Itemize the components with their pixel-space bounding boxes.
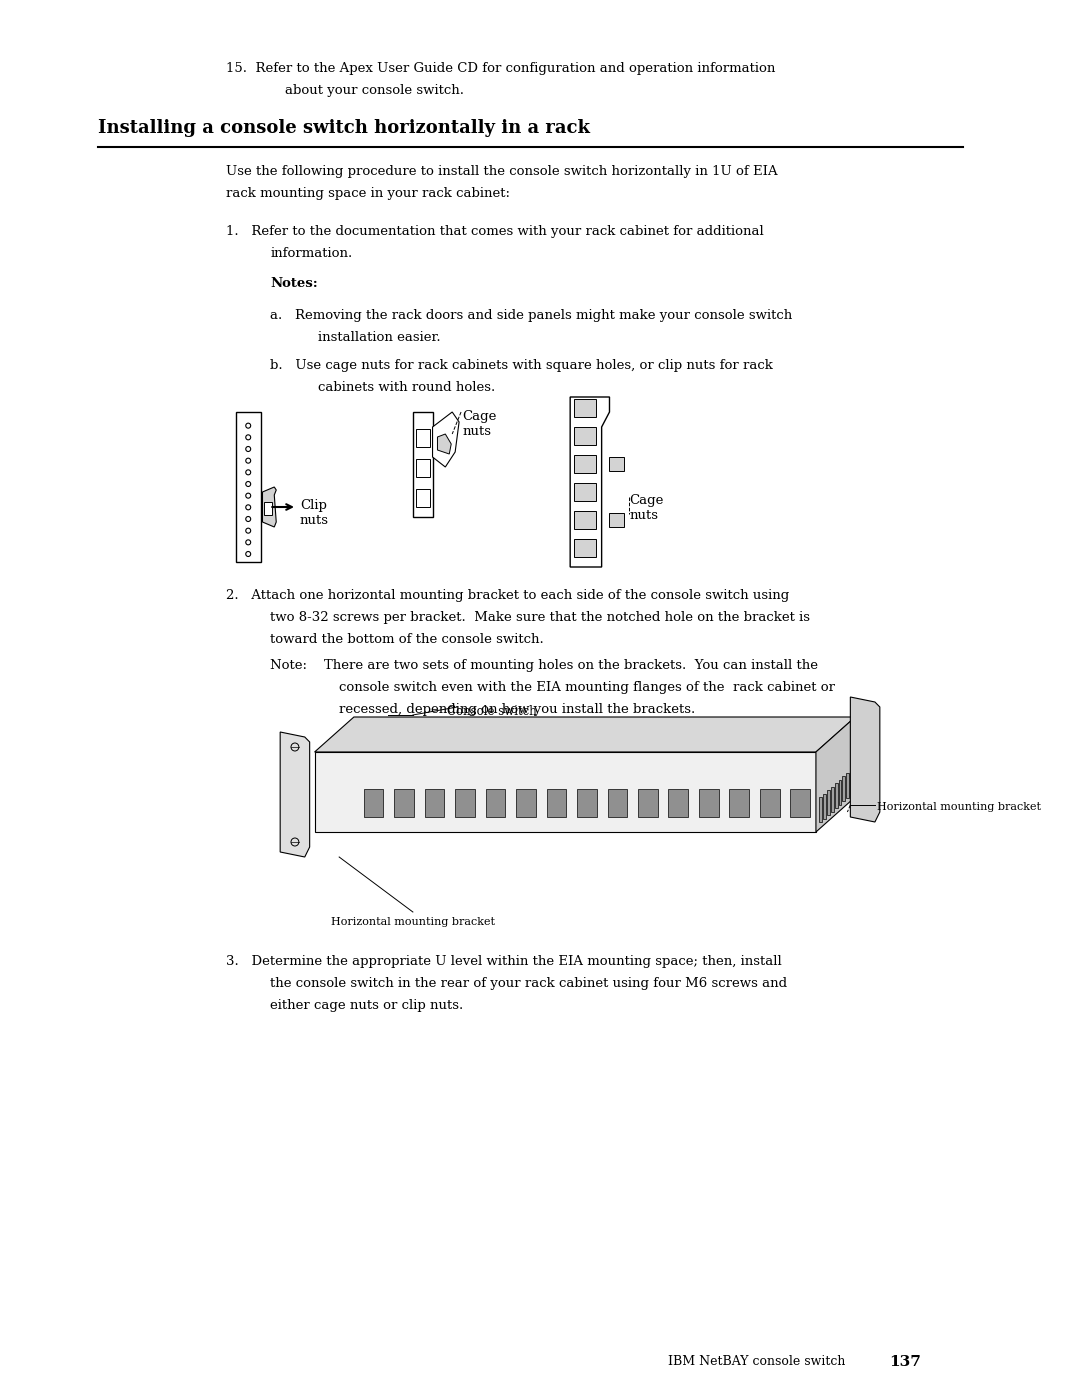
Text: 1.   Refer to the documentation that comes with your rack cabinet for additional: 1. Refer to the documentation that comes… bbox=[226, 225, 764, 237]
Polygon shape bbox=[314, 752, 815, 833]
FancyBboxPatch shape bbox=[424, 789, 444, 817]
FancyBboxPatch shape bbox=[608, 789, 627, 817]
FancyBboxPatch shape bbox=[575, 483, 596, 502]
Text: 2.   Attach one horizontal mounting bracket to each side of the console switch u: 2. Attach one horizontal mounting bracke… bbox=[226, 590, 789, 602]
Text: rack mounting space in your rack cabinet:: rack mounting space in your rack cabinet… bbox=[226, 187, 510, 200]
FancyBboxPatch shape bbox=[831, 787, 834, 812]
FancyBboxPatch shape bbox=[575, 511, 596, 529]
FancyBboxPatch shape bbox=[416, 489, 430, 507]
FancyBboxPatch shape bbox=[577, 789, 597, 817]
Text: about your console switch.: about your console switch. bbox=[285, 84, 464, 96]
Text: 3.   Determine the appropriate U level within the EIA mounting space; then, inst: 3. Determine the appropriate U level wit… bbox=[226, 956, 782, 968]
Text: 137: 137 bbox=[890, 1355, 921, 1369]
FancyBboxPatch shape bbox=[575, 539, 596, 557]
FancyBboxPatch shape bbox=[669, 789, 688, 817]
FancyBboxPatch shape bbox=[413, 412, 433, 517]
Text: console switch even with the EIA mounting flanges of the  rack cabinet or: console switch even with the EIA mountin… bbox=[339, 680, 835, 694]
FancyBboxPatch shape bbox=[364, 789, 383, 817]
FancyBboxPatch shape bbox=[486, 789, 505, 817]
FancyBboxPatch shape bbox=[729, 789, 750, 817]
Polygon shape bbox=[437, 434, 451, 454]
Text: cabinets with round holes.: cabinets with round holes. bbox=[318, 381, 495, 394]
Text: Cage
nuts: Cage nuts bbox=[462, 409, 497, 439]
Text: Cage
nuts: Cage nuts bbox=[630, 495, 663, 522]
Text: 15.  Refer to the Apex User Guide CD for configuration and operation information: 15. Refer to the Apex User Guide CD for … bbox=[226, 61, 775, 75]
FancyBboxPatch shape bbox=[791, 789, 810, 817]
FancyBboxPatch shape bbox=[235, 412, 260, 562]
FancyBboxPatch shape bbox=[575, 455, 596, 474]
FancyBboxPatch shape bbox=[416, 429, 430, 447]
Text: toward the bottom of the console switch.: toward the bottom of the console switch. bbox=[270, 633, 544, 645]
FancyBboxPatch shape bbox=[847, 773, 849, 798]
FancyBboxPatch shape bbox=[838, 780, 841, 805]
Text: either cage nuts or clip nuts.: either cage nuts or clip nuts. bbox=[270, 999, 463, 1011]
Text: two 8-32 screws per bracket.  Make sure that the notched hole on the bracket is: two 8-32 screws per bracket. Make sure t… bbox=[270, 610, 810, 624]
FancyBboxPatch shape bbox=[842, 775, 846, 800]
Text: recessed, depending on how you install the brackets.: recessed, depending on how you install t… bbox=[339, 703, 696, 717]
FancyBboxPatch shape bbox=[416, 460, 430, 476]
FancyBboxPatch shape bbox=[827, 789, 829, 814]
Polygon shape bbox=[570, 397, 609, 567]
FancyBboxPatch shape bbox=[394, 789, 414, 817]
FancyBboxPatch shape bbox=[575, 400, 596, 416]
Polygon shape bbox=[433, 412, 459, 467]
Text: Clip
nuts: Clip nuts bbox=[300, 499, 328, 527]
Text: Horizontal mounting bracket: Horizontal mounting bracket bbox=[877, 802, 1041, 812]
Polygon shape bbox=[314, 717, 855, 752]
FancyBboxPatch shape bbox=[835, 782, 838, 807]
Text: Installing a console switch horizontally in a rack: Installing a console switch horizontally… bbox=[98, 119, 591, 137]
Polygon shape bbox=[280, 732, 310, 856]
FancyBboxPatch shape bbox=[265, 502, 272, 515]
FancyBboxPatch shape bbox=[516, 789, 536, 817]
Text: Use the following procedure to install the console switch horizontally in 1U of : Use the following procedure to install t… bbox=[226, 165, 778, 177]
Text: information.: information. bbox=[270, 247, 352, 260]
FancyBboxPatch shape bbox=[609, 513, 624, 527]
Text: IBM NetBAY console switch: IBM NetBAY console switch bbox=[669, 1355, 846, 1368]
FancyBboxPatch shape bbox=[638, 789, 658, 817]
FancyBboxPatch shape bbox=[455, 789, 475, 817]
Polygon shape bbox=[815, 717, 855, 833]
Polygon shape bbox=[262, 488, 276, 527]
Text: Notes:: Notes: bbox=[270, 277, 319, 291]
FancyBboxPatch shape bbox=[575, 427, 596, 446]
Text: Console switch: Console switch bbox=[447, 705, 537, 718]
Text: b.   Use cage nuts for rack cabinets with square holes, or clip nuts for rack: b. Use cage nuts for rack cabinets with … bbox=[270, 359, 773, 372]
FancyBboxPatch shape bbox=[823, 793, 826, 819]
FancyBboxPatch shape bbox=[546, 789, 566, 817]
Text: a.   Removing the rack doors and side panels might make your console switch: a. Removing the rack doors and side pane… bbox=[270, 309, 793, 321]
Text: the console switch in the rear of your rack cabinet using four M6 screws and: the console switch in the rear of your r… bbox=[270, 977, 787, 990]
FancyBboxPatch shape bbox=[760, 789, 780, 817]
Text: Note:    There are two sets of mounting holes on the brackets.  You can install : Note: There are two sets of mounting hol… bbox=[270, 659, 819, 672]
FancyBboxPatch shape bbox=[609, 457, 624, 471]
Text: Horizontal mounting bracket: Horizontal mounting bracket bbox=[330, 916, 495, 928]
Polygon shape bbox=[850, 697, 880, 821]
FancyBboxPatch shape bbox=[699, 789, 718, 817]
FancyBboxPatch shape bbox=[819, 798, 822, 821]
Text: installation easier.: installation easier. bbox=[318, 331, 441, 344]
